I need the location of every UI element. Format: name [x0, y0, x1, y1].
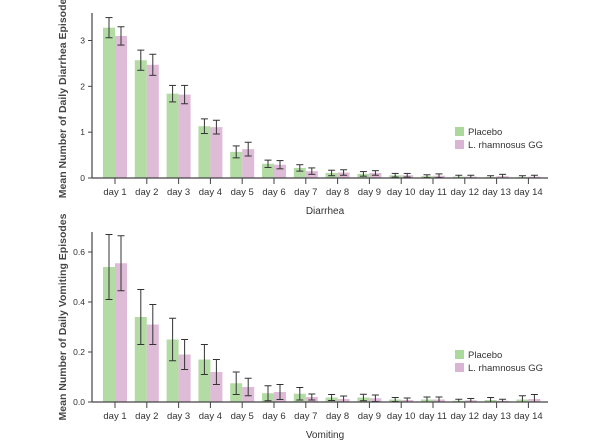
- x-tick-label: day 11: [419, 187, 447, 198]
- x-tick-label: day 2: [135, 187, 158, 198]
- y-tick-label: 2: [80, 81, 85, 91]
- x-tick-label: day 6: [262, 187, 285, 198]
- legend-label: L. rhamnosus GG: [468, 363, 543, 374]
- bar-lgg: [146, 324, 159, 402]
- y-axis-label: Mean Number of Daily Vomiting Episodes: [57, 213, 69, 420]
- x-tick-label: day 12: [451, 411, 480, 422]
- bar-lgg: [115, 263, 127, 402]
- x-tick-label: day 14: [514, 411, 543, 422]
- y-tick-label: 0.2: [73, 347, 85, 357]
- x-tick-label: day 4: [199, 411, 222, 422]
- x-tick-label: day 7: [294, 187, 317, 198]
- legend: Placebo L. rhamnosus GG: [455, 350, 543, 374]
- chart-panel-1: day 1 day 2 day 3 day 4 day 5 day 6 day 7 day 8…: [57, 0, 548, 217]
- x-tick-label: day 3: [167, 187, 190, 198]
- bar-lgg: [115, 35, 127, 178]
- x-tick-label: day 10: [387, 411, 416, 422]
- y-tick-label: 3: [80, 36, 85, 46]
- legend-label: Placebo: [468, 127, 502, 138]
- legend-label: L. rhamnosus GG: [468, 140, 543, 151]
- y-tick-label: 0.4: [73, 297, 85, 307]
- legend-swatch: [455, 140, 464, 149]
- x-axis-label: Diarrhea: [306, 206, 345, 217]
- x-tick-label: day 2: [135, 411, 158, 422]
- legend-swatch: [455, 350, 464, 359]
- bar-placebo: [134, 60, 147, 179]
- bar-placebo: [293, 167, 306, 178]
- x-axis-label: Vomiting: [306, 430, 344, 441]
- legend-swatch: [455, 127, 464, 136]
- legend: Placebo L. rhamnosus GG: [455, 127, 543, 151]
- bar-placebo: [103, 27, 115, 178]
- legend-swatch: [455, 363, 464, 372]
- bar-lgg: [210, 372, 223, 402]
- x-tick-label: day 9: [358, 411, 381, 422]
- bar-placebo: [198, 126, 211, 178]
- x-tick-label: day 9: [358, 187, 381, 198]
- x-tick-label: day 3: [167, 411, 190, 422]
- x-tick-label: day 5: [231, 411, 254, 422]
- bar-placebo: [134, 317, 147, 402]
- bar-lgg: [178, 94, 191, 178]
- bar-placebo: [166, 339, 179, 402]
- bar-placebo: [198, 359, 211, 402]
- bar-lgg: [146, 64, 159, 178]
- x-tick-label: day 11: [419, 411, 447, 422]
- bar-placebo: [166, 93, 179, 178]
- y-tick-label: 0.0: [73, 397, 85, 407]
- x-tick-label: day 4: [199, 187, 222, 198]
- y-tick-label: 1: [80, 127, 85, 137]
- bar-lgg: [178, 354, 191, 402]
- x-tick-label: day 5: [231, 187, 254, 198]
- x-tick-label: day 8: [326, 187, 349, 198]
- x-tick-label: day 1: [103, 187, 126, 198]
- bar-lgg: [274, 164, 286, 178]
- y-tick-label: 0.6: [73, 247, 85, 257]
- y-tick-label: 0: [80, 173, 85, 183]
- x-tick-label: day 13: [482, 187, 511, 198]
- bar-placebo: [103, 267, 115, 402]
- x-tick-label: day 10: [387, 187, 416, 198]
- y-axis-label: Mean Number of Daily Diarrhea Episodes: [57, 0, 69, 198]
- bar-placebo: [230, 151, 243, 178]
- x-tick-label: day 14: [514, 187, 543, 198]
- chart-panel-2: day 1 day 2 day 3 day 4 day 5 day 6 day 7 day 8…: [57, 213, 548, 441]
- legend-label: Placebo: [468, 350, 502, 361]
- x-tick-label: day 7: [294, 411, 317, 422]
- x-tick-label: day 1: [103, 411, 126, 422]
- bar-lgg: [210, 127, 223, 178]
- x-tick-label: day 6: [262, 411, 285, 422]
- x-tick-label: day 8: [326, 411, 349, 422]
- x-tick-label: day 13: [482, 411, 511, 422]
- x-tick-label: day 12: [451, 187, 480, 198]
